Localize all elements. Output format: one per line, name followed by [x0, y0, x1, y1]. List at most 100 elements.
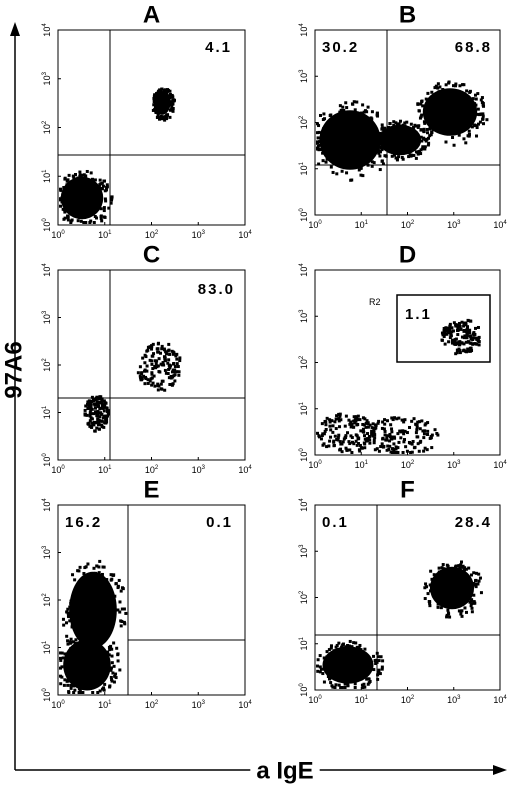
event-dot [418, 427, 422, 431]
event-dot [436, 602, 440, 606]
tick-base: 10 [192, 465, 202, 475]
x-tick-label: 104 [238, 465, 252, 475]
event-dot [89, 171, 93, 175]
x-tick-label: 101 [355, 695, 369, 705]
event-dot [59, 658, 63, 662]
event-dot [74, 638, 78, 642]
event-dot [163, 388, 167, 392]
event-dot [317, 130, 321, 134]
event-dot [156, 112, 160, 116]
event-dot [386, 444, 390, 448]
event-dot [474, 571, 478, 575]
event-dot [372, 441, 376, 445]
event-dot [386, 434, 390, 438]
event-dot [328, 439, 332, 443]
event-dot [430, 131, 434, 135]
tick-base: 10 [42, 27, 52, 37]
event-dot [366, 421, 370, 425]
event-dot [336, 435, 340, 439]
event-dot [159, 351, 163, 355]
tick-exponent: 4 [299, 23, 305, 27]
event-dot [458, 321, 462, 325]
tick-base: 10 [447, 220, 457, 230]
event-dot [100, 399, 104, 403]
event-dot [167, 358, 171, 362]
event-dot [344, 434, 348, 438]
event-dot [416, 420, 420, 424]
event-dot [446, 330, 450, 334]
tick-exponent: 3 [457, 220, 461, 226]
event-dot [116, 659, 120, 663]
tick-base: 10 [401, 460, 411, 470]
event-dot [65, 653, 69, 657]
event-dot [95, 400, 99, 404]
event-dot [98, 415, 102, 419]
event-dot [106, 414, 110, 418]
event-dot [74, 642, 78, 646]
event-dot [363, 647, 367, 651]
event-dot [443, 342, 447, 346]
event-dot [376, 114, 380, 118]
event-dot [472, 593, 476, 597]
event-dot [83, 566, 87, 570]
event-dot [163, 368, 167, 372]
event-dot [97, 427, 101, 431]
event-dot [433, 86, 437, 90]
event-dot [457, 564, 461, 568]
event-dot [95, 426, 99, 430]
event-dot [453, 340, 457, 344]
x-tick-label: 101 [355, 220, 369, 230]
event-dot [69, 686, 73, 690]
event-dot [416, 442, 420, 446]
event-dot [482, 104, 486, 108]
event-dot [363, 685, 367, 689]
x-tick-label: 104 [493, 220, 507, 230]
event-dot [116, 652, 120, 656]
event-dot [416, 125, 420, 129]
event-dot [330, 419, 334, 423]
event-dot [89, 637, 93, 641]
event-dot [451, 338, 455, 342]
event-dot [156, 383, 160, 387]
event-dot [422, 137, 426, 141]
event-dot [366, 437, 370, 441]
event-dot [430, 577, 434, 581]
event-dot [90, 407, 94, 411]
event-dot [409, 122, 413, 126]
event-dot [178, 359, 182, 363]
event-dot [150, 359, 154, 363]
event-dot [428, 124, 432, 128]
event-dot [73, 589, 77, 593]
event-dot [425, 127, 429, 131]
event-dot [424, 139, 428, 143]
event-dot [158, 88, 162, 92]
event-dot [112, 573, 116, 577]
event-dot [358, 113, 362, 117]
event-dot [344, 110, 348, 114]
event-dot [117, 578, 121, 582]
event-dot [79, 175, 83, 179]
event-dot [405, 449, 409, 453]
event-dot [458, 349, 462, 353]
event-dot [153, 108, 157, 112]
event-dot [420, 113, 424, 117]
event-dot [377, 668, 381, 672]
tick-exponent: 4 [299, 498, 305, 502]
event-dot [361, 686, 365, 689]
event-dot [475, 337, 479, 341]
event-dot [403, 429, 407, 433]
event-dot [414, 431, 418, 435]
event-dot [66, 678, 70, 682]
event-dot [170, 93, 174, 97]
event-dot [462, 342, 466, 346]
event-dot [401, 123, 405, 127]
event-dot [476, 325, 480, 329]
event-dot [148, 379, 152, 383]
x-tick-label: 103 [447, 695, 461, 705]
event-dot [69, 637, 73, 641]
tick-exponent: 1 [108, 230, 112, 236]
event-dot [318, 670, 322, 674]
event-dot [178, 356, 182, 360]
event-dot [452, 321, 456, 325]
event-dot [169, 100, 173, 104]
